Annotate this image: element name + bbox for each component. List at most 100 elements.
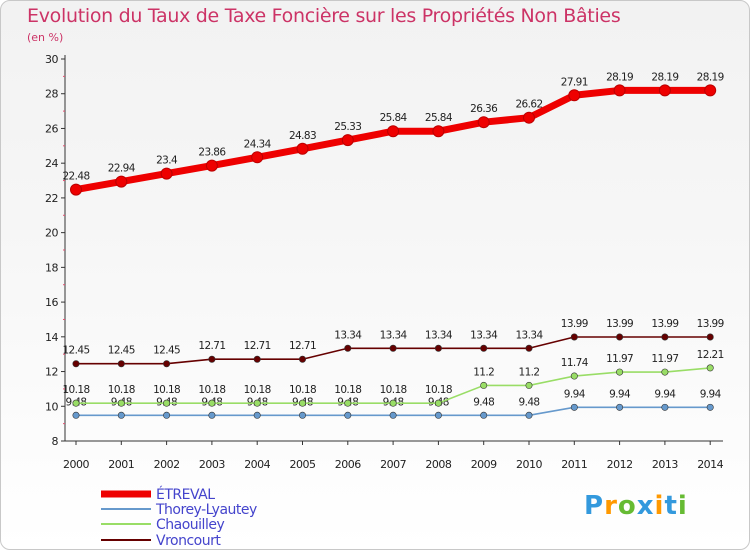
data-point xyxy=(613,84,626,97)
data-point xyxy=(117,360,125,368)
y-tick-label: 28 xyxy=(45,88,58,101)
axes: 8 10 12 14 16 18 20 22 24 26 28 30 2000 2001 2002 2003 2… xyxy=(45,53,724,471)
data-label: 10.18 xyxy=(244,384,271,396)
data-label: 24.83 xyxy=(289,130,316,142)
y-tick-label: 14 xyxy=(45,331,58,344)
data-point xyxy=(616,368,624,376)
data-point xyxy=(523,111,535,124)
y-tick-label: 8 xyxy=(52,435,59,448)
data-label: 28.19 xyxy=(697,71,724,83)
data-point xyxy=(570,372,578,380)
proxiti-logo: Proxiti xyxy=(584,491,688,521)
data-point xyxy=(480,381,488,389)
data-point xyxy=(706,364,714,372)
data-point xyxy=(298,355,306,363)
data-point xyxy=(389,399,397,407)
data-point xyxy=(298,399,306,407)
chart-title: Evolution du Taux de Taxe Foncière sur l… xyxy=(27,5,621,27)
data-label: 12.45 xyxy=(153,345,180,357)
data-label: 28.19 xyxy=(606,71,633,83)
data-point xyxy=(253,355,261,363)
data-point xyxy=(251,151,264,164)
data-label: 10.18 xyxy=(108,384,135,396)
chart-unit-label: (en %) xyxy=(27,31,64,44)
data-label: 13.34 xyxy=(380,329,408,341)
data-point xyxy=(72,411,80,419)
data-point xyxy=(163,411,171,419)
logo-letter: i xyxy=(654,491,665,521)
data-label: 28.19 xyxy=(651,71,678,83)
data-point xyxy=(72,360,80,368)
data-label: 11.97 xyxy=(651,353,678,365)
data-point xyxy=(208,411,216,419)
data-label: 24.34 xyxy=(244,138,272,150)
series-vroncourt: 12.45 12.45 12.45 12.71 12.71 12.71 13.34 13.34… xyxy=(62,318,724,368)
data-label: 13.34 xyxy=(515,329,543,341)
data-point xyxy=(480,411,488,419)
data-point xyxy=(72,399,80,407)
x-tick-label: 2001 xyxy=(108,458,134,471)
y-tick-label: 22 xyxy=(45,192,58,205)
data-point xyxy=(117,411,125,419)
x-tick-label: 2014 xyxy=(697,458,723,471)
data-point xyxy=(434,411,442,419)
y-tick-label: 12 xyxy=(45,366,58,379)
y-tick-label: 10 xyxy=(45,400,58,413)
data-label: 9.94 xyxy=(654,388,676,400)
data-point xyxy=(434,344,442,352)
x-tick-label: 2005 xyxy=(290,458,316,471)
data-point xyxy=(525,381,533,389)
data-label: 10.18 xyxy=(380,384,407,396)
x-tick-label: 2011 xyxy=(561,458,587,471)
x-tick-label: 2013 xyxy=(652,458,678,471)
data-point xyxy=(432,125,445,138)
data-label: 13.34 xyxy=(425,329,453,341)
data-label: 26.36 xyxy=(470,103,498,115)
data-label: 9.94 xyxy=(564,388,586,400)
data-point xyxy=(253,399,261,407)
x-tick-label: 2009 xyxy=(471,458,497,471)
data-point xyxy=(163,399,171,407)
data-point xyxy=(658,84,671,97)
data-point xyxy=(480,344,488,352)
data-point xyxy=(434,399,442,407)
data-point xyxy=(661,368,669,376)
y-tick-label: 16 xyxy=(45,296,58,309)
x-tick-label: 2012 xyxy=(607,458,633,471)
y-tick-label: 30 xyxy=(45,53,58,66)
data-label: 10.18 xyxy=(289,384,316,396)
data-label: 13.34 xyxy=(470,329,498,341)
data-label: 10.18 xyxy=(425,384,452,396)
data-label: 25.84 xyxy=(425,112,453,124)
data-label: 9.48 xyxy=(473,396,494,408)
data-point xyxy=(117,399,125,407)
x-tick-label: 2004 xyxy=(244,458,270,471)
series-chaouilley: 10.18 10.18 10.18 10.18 10.18 10.18 10.18 10.18… xyxy=(62,349,724,407)
data-label: 11.74 xyxy=(561,357,589,369)
data-label: 13.99 xyxy=(606,318,633,330)
data-point xyxy=(706,333,714,341)
series--treval: 22.48 22.94 23.4 23.86 24.34 24.83 25.33 25.84 2… xyxy=(62,71,724,196)
data-point xyxy=(298,411,306,419)
data-label: 10.18 xyxy=(334,384,361,396)
data-point xyxy=(661,403,669,411)
logo-letter: P xyxy=(584,491,605,521)
data-label: 12.45 xyxy=(108,345,135,357)
data-label: 23.4 xyxy=(156,155,178,167)
data-label: 13.34 xyxy=(334,329,362,341)
legend-item-chaouilley: Chaouilley xyxy=(101,517,225,533)
data-point xyxy=(389,411,397,419)
data-label: 27.91 xyxy=(561,76,588,88)
data-label: 13.99 xyxy=(651,318,678,330)
legend-label: Vroncourt xyxy=(156,533,221,549)
data-point xyxy=(706,403,714,411)
data-point xyxy=(344,399,352,407)
data-point xyxy=(160,167,173,180)
x-tick-label: 2006 xyxy=(335,458,361,471)
data-point xyxy=(570,403,578,411)
data-point xyxy=(704,84,717,97)
data-label: 25.33 xyxy=(334,121,361,133)
data-label: 11.2 xyxy=(519,366,540,378)
legend-item-vroncourt: Vroncourt xyxy=(101,533,222,549)
